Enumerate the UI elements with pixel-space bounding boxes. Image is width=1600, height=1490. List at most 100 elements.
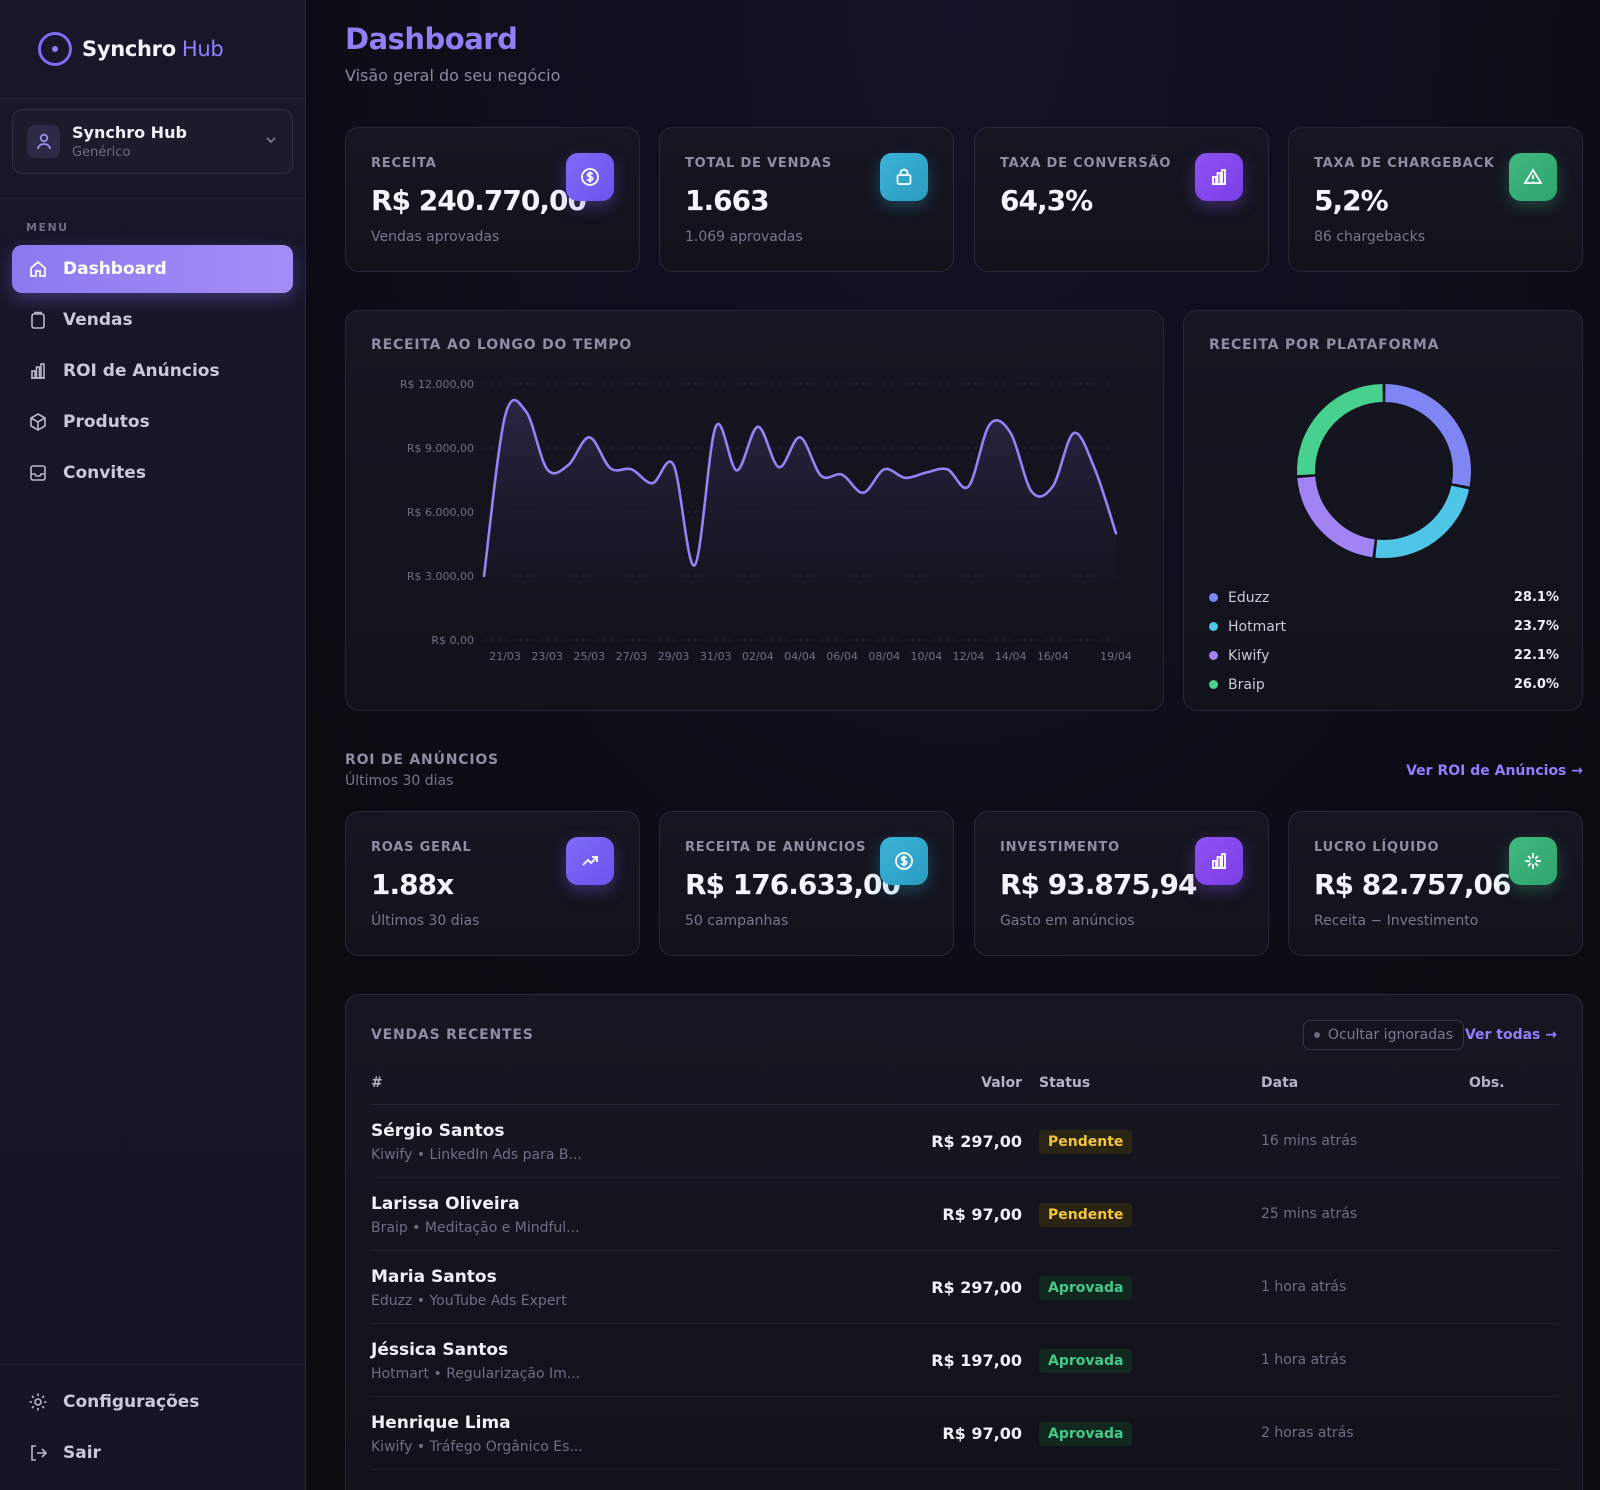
- donut-slice-braip[interactable]: [1297, 384, 1384, 476]
- sale-date: 1 hora atrás: [1261, 1352, 1347, 1368]
- sidebar-item-vendas[interactable]: Vendas: [12, 296, 293, 344]
- brand[interactable]: Synchro Hub: [0, 0, 305, 99]
- stat-sub: Gasto em anúncios: [1000, 913, 1135, 929]
- sale-date: 2 horas atrás: [1261, 1425, 1354, 1441]
- dollar-icon: [880, 837, 928, 885]
- stat-value: R$ 82.757,06: [1314, 868, 1511, 901]
- page-title: Dashboard: [345, 22, 518, 56]
- legend-item: Eduzz 28.1%: [1209, 583, 1559, 612]
- roi-card-roas: ROAS GERAL 1.88x Últimos 30 dias: [345, 811, 640, 956]
- chart-title: RECEITA POR PLATAFORMA: [1209, 337, 1440, 353]
- sidebar-item-settings[interactable]: Configurações: [12, 1378, 293, 1426]
- status-badge: Aprovada: [1039, 1422, 1133, 1446]
- workspace-type: Genérico: [72, 145, 131, 160]
- stat-card-receita: RECEITA R$ 240.770,00 Vendas aprovadas: [345, 127, 640, 272]
- x-tick-label: 10/04: [911, 650, 943, 663]
- legend-dot: [1209, 651, 1218, 660]
- sale-value: R$ 297,00: [931, 1278, 1022, 1297]
- view-all-link[interactable]: Ver todas →: [1464, 1027, 1557, 1043]
- x-tick-label: 29/03: [658, 650, 690, 663]
- legend-item: Braip 26.0%: [1209, 670, 1559, 699]
- table-row[interactable]: Sérgio Santos Kiwify • LinkedIn Ads para…: [371, 1105, 1559, 1178]
- customer-name: Maria Santos: [371, 1267, 497, 1287]
- platform-legend: Eduzz 28.1% Hotmart 23.7% Kiwify 22.1% B…: [1209, 583, 1559, 699]
- legend-pct: 26.0%: [1513, 677, 1559, 692]
- platform-donut: [1297, 384, 1471, 558]
- status-badge: Pendente: [1039, 1130, 1133, 1154]
- x-tick-label: 31/03: [700, 650, 732, 663]
- y-tick-label: R$ 6.000,00: [407, 506, 474, 519]
- sidebar-item-label: Dashboard: [63, 259, 167, 279]
- customer-name: Henrique Lima: [371, 1413, 511, 1433]
- legend-pct: 23.7%: [1513, 619, 1559, 634]
- dollar-icon: [566, 153, 614, 201]
- sidebar-item-label: Vendas: [63, 310, 133, 330]
- logo-icon: [38, 32, 72, 66]
- table-row[interactable]: Maria Santos Eduzz • YouTube Ads Expert …: [371, 1251, 1559, 1324]
- roi-card-lucro: LUCRO LÍQUIDO R$ 82.757,06 Receita − Inv…: [1288, 811, 1583, 956]
- col-status: Status: [1039, 1075, 1091, 1091]
- x-tick-label: 27/03: [616, 650, 648, 663]
- main-nav: Dashboard Vendas ROI de Anúncios Produto…: [0, 245, 305, 497]
- bar-chart-icon: [1195, 153, 1243, 201]
- stat-label: TOTAL DE VENDAS: [685, 156, 832, 171]
- workspace-selector[interactable]: Synchro Hub Genérico: [12, 109, 293, 174]
- stat-sub: Vendas aprovadas: [371, 229, 500, 245]
- sale-detail: Braip • Meditação e Mindful...: [371, 1220, 580, 1236]
- x-tick-label: 08/04: [868, 650, 900, 663]
- sidebar-item-dashboard[interactable]: Dashboard: [12, 245, 293, 293]
- donut-slice-kiwify[interactable]: [1297, 476, 1376, 558]
- legend-dot: [1209, 593, 1218, 602]
- stat-label: ROAS GERAL: [371, 840, 472, 855]
- sidebar-footer: Configurações Sair: [0, 1364, 305, 1480]
- stat-sub: 50 campanhas: [685, 913, 789, 929]
- legend-pct: 28.1%: [1513, 590, 1559, 605]
- sidebar-item-label: Convites: [63, 463, 146, 483]
- sidebar-item-convites[interactable]: Convites: [12, 449, 293, 497]
- stat-card-vendas: TOTAL DE VENDAS 1.663 1.069 aprovadas: [659, 127, 954, 272]
- page-subtitle: Visão geral do seu negócio: [345, 66, 561, 85]
- sidebar-item-label: Configurações: [63, 1392, 200, 1412]
- revenue-line: [482, 398, 1118, 578]
- brand-name: Synchro Hub: [82, 37, 224, 61]
- col-date: Data: [1261, 1075, 1299, 1091]
- stat-value: 64,3%: [1000, 184, 1093, 217]
- sale-date: 1 hora atrás: [1261, 1279, 1347, 1295]
- table-row[interactable]: Henrique Lima Kiwify • Tráfego Orgânico …: [371, 1397, 1559, 1470]
- x-tick-label: 21/03: [489, 650, 521, 663]
- table-row[interactable]: Larissa Oliveira Braip • Meditação e Min…: [371, 1178, 1559, 1251]
- status-badge: Pendente: [1039, 1203, 1133, 1227]
- stat-sub: Receita − Investimento: [1314, 913, 1479, 929]
- table-body: Sérgio Santos Kiwify • LinkedIn Ads para…: [371, 1105, 1559, 1470]
- customer-name: Jéssica Santos: [371, 1340, 509, 1360]
- table-row[interactable]: Jéssica Santos Hotmart • Regularização I…: [371, 1324, 1559, 1397]
- revenue-by-platform-chart: RECEITA POR PLATAFORMA Eduzz 28.1% Hotma…: [1183, 310, 1583, 711]
- bar-chart-icon: [1195, 837, 1243, 885]
- status-badge: Aprovada: [1039, 1349, 1133, 1373]
- user-icon: [27, 125, 60, 158]
- x-tick-label: 25/03: [573, 650, 605, 663]
- roi-card-investimento: INVESTIMENTO R$ 93.875,94 Gasto em anúnc…: [974, 811, 1269, 956]
- x-tick-label: 02/04: [742, 650, 774, 663]
- sidebar-item-produtos[interactable]: Produtos: [12, 398, 293, 446]
- sidebar-item-logout[interactable]: Sair: [12, 1429, 293, 1477]
- sidebar-item-label: ROI de Anúncios: [63, 361, 220, 381]
- legend-name: Eduzz: [1228, 589, 1270, 606]
- x-tick-label: 14/04: [995, 650, 1027, 663]
- donut-slice-hotmart[interactable]: [1375, 485, 1470, 558]
- sidebar-item-roi[interactable]: ROI de Anúncios: [12, 347, 293, 395]
- y-tick-label: R$ 9.000,00: [407, 442, 474, 455]
- box-icon: [28, 412, 48, 432]
- sidebar: Synchro Hub Synchro Hub Genérico MENU Das: [0, 0, 306, 1490]
- hide-ignored-toggle[interactable]: Ocultar ignoradas: [1302, 1020, 1464, 1050]
- donut-slice-eduzz[interactable]: [1384, 384, 1471, 487]
- revenue-over-time-chart: RECEITA AO LONGO DO TEMPO R$ 12.000,00 R$…: [345, 310, 1164, 711]
- inbox-icon: [28, 463, 48, 483]
- sidebar-item-label: Sair: [63, 1443, 101, 1463]
- legend-name: Hotmart: [1228, 618, 1287, 635]
- x-tick-label: 12/04: [953, 650, 985, 663]
- view-roi-link[interactable]: Ver ROI de Anúncios →: [1406, 763, 1583, 779]
- gear-icon: [28, 1392, 48, 1412]
- trending-up-icon: [566, 837, 614, 885]
- x-tick-label: 19/04: [1100, 650, 1132, 663]
